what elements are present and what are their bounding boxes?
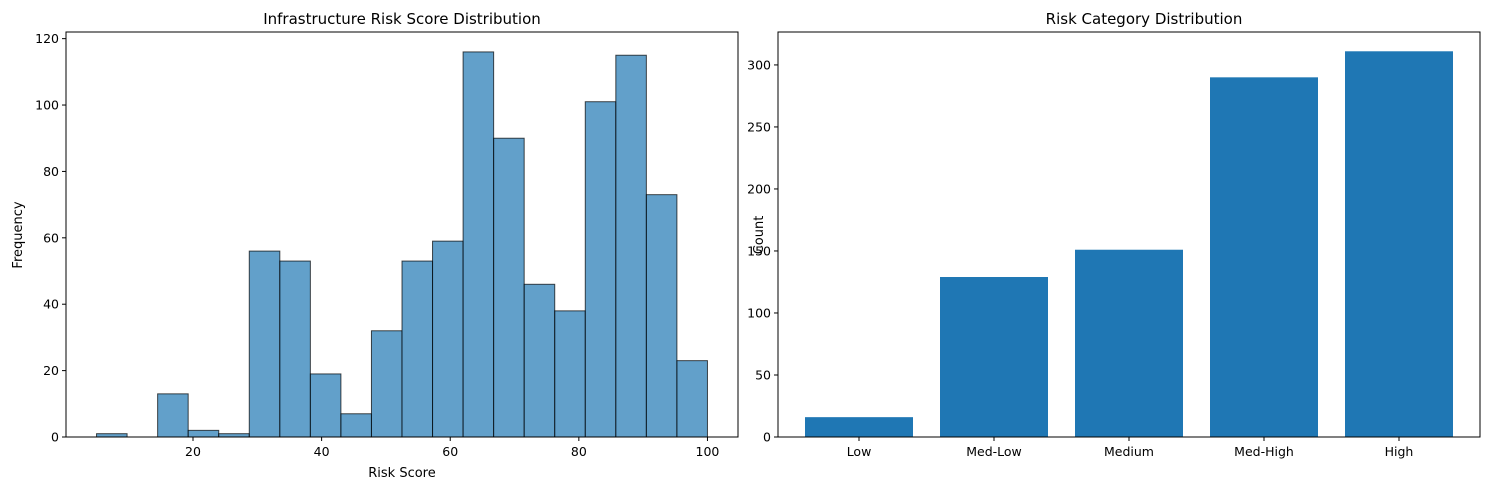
histogram-x-ticks: 20 40 60 80 100 xyxy=(185,437,719,459)
histogram-bar xyxy=(401,260,434,438)
histogram-bar xyxy=(370,330,403,438)
histogram-y-ticks: 0 20 40 60 80 100 120 xyxy=(35,31,66,445)
histogram-bar xyxy=(279,260,311,438)
x-tick-label: Low xyxy=(847,444,872,459)
y-tick-label: 60 xyxy=(43,230,59,245)
histogram-bar xyxy=(615,54,647,438)
histogram-title: Infrastructure Risk Score Distribution xyxy=(263,10,541,28)
x-tick-label: 80 xyxy=(571,444,587,459)
category-y-ticks: 0 50 100 150 200 250 300 xyxy=(747,57,778,445)
y-tick-label: 0 xyxy=(763,430,771,445)
y-tick-label: 20 xyxy=(43,363,59,378)
category-title: Risk Category Distribution xyxy=(1046,10,1243,28)
x-tick-label: Med-Low xyxy=(966,444,1022,459)
histogram-bar xyxy=(584,101,617,438)
x-tick-label: 100 xyxy=(696,444,720,459)
histogram-bar xyxy=(248,250,281,438)
y-tick-label: 120 xyxy=(35,31,59,46)
category-bars xyxy=(805,51,1453,438)
y-tick-label: 250 xyxy=(747,119,771,134)
y-tick-label: 50 xyxy=(755,367,771,382)
category-bar xyxy=(1210,77,1318,438)
category-bar xyxy=(805,417,913,437)
category-bar xyxy=(1075,249,1183,437)
x-tick-label: 60 xyxy=(442,444,458,459)
histogram-bar xyxy=(523,283,556,438)
histogram-bar xyxy=(340,413,372,438)
x-tick-label: 40 xyxy=(314,444,330,459)
category-bar xyxy=(1345,51,1453,438)
y-tick-label: 150 xyxy=(747,243,771,258)
x-tick-label: 20 xyxy=(185,444,201,459)
category-chart: Risk Category Distribution Low Med-Low Med… xyxy=(747,10,1481,459)
histogram-bar xyxy=(645,194,678,438)
histogram-y-axis-label: Frequency xyxy=(11,201,26,268)
histogram-bars xyxy=(96,51,708,438)
histogram-bar xyxy=(187,429,220,438)
histogram-x-axis-label: Risk Score xyxy=(368,466,436,481)
y-tick-label: 80 xyxy=(43,164,59,179)
histogram-bar xyxy=(157,393,189,438)
histogram-chart: Infrastructure Risk Score Distribution 2… xyxy=(11,10,739,481)
x-tick-label: Med-High xyxy=(1234,444,1294,459)
y-tick-label: 300 xyxy=(747,57,771,72)
histogram-bar xyxy=(309,373,342,438)
category-x-ticks: Low Med-Low Medium Med-High High xyxy=(847,437,1414,459)
category-y-axis-label: Count xyxy=(752,216,767,255)
y-tick-label: 100 xyxy=(35,98,59,113)
histogram-bar xyxy=(554,310,586,438)
category-bar xyxy=(940,277,1048,437)
y-tick-label: 200 xyxy=(747,181,771,196)
category-plot-frame xyxy=(777,31,1481,438)
histogram-bar xyxy=(462,51,495,438)
histogram-bar xyxy=(493,137,525,438)
y-tick-label: 0 xyxy=(51,430,59,445)
x-tick-label: High xyxy=(1385,444,1414,459)
x-tick-label: Medium xyxy=(1104,444,1154,459)
histogram-bar xyxy=(432,240,464,438)
y-tick-label: 40 xyxy=(43,297,59,312)
histogram-bar xyxy=(676,360,708,438)
histogram-plot-frame xyxy=(65,31,739,438)
y-tick-label: 100 xyxy=(747,305,771,320)
